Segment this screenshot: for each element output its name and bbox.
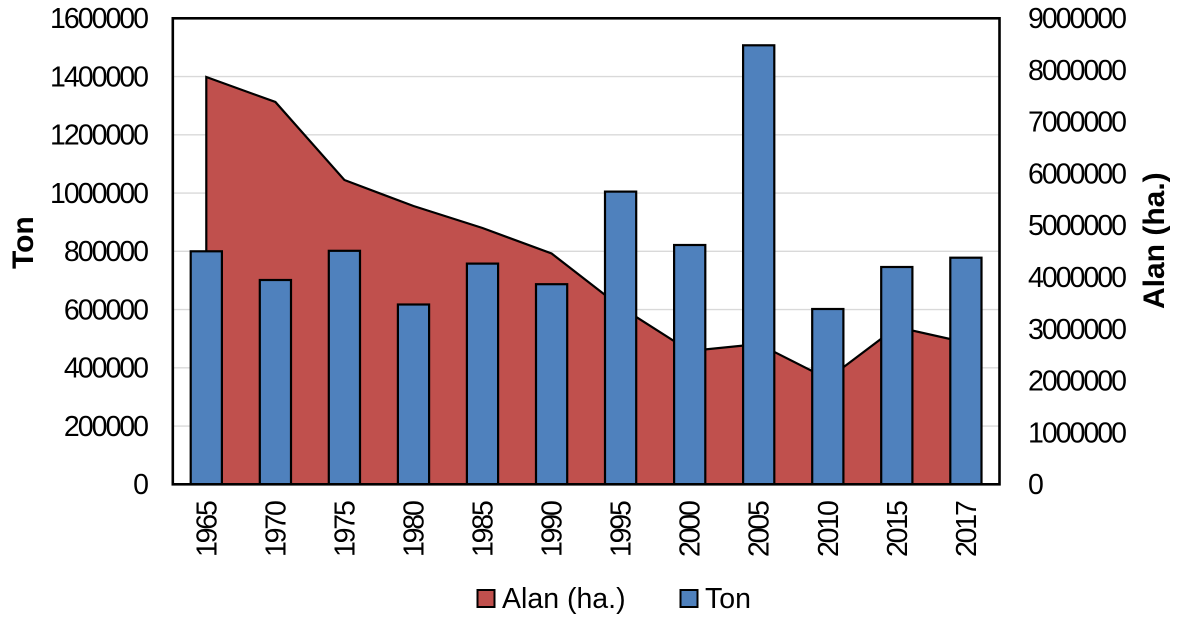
svg-text:8000000: 8000000 [1028,55,1126,87]
svg-text:1970: 1970 [260,501,292,557]
svg-text:2017: 2017 [951,501,983,557]
svg-text:1965: 1965 [191,501,223,557]
svg-text:1985: 1985 [468,501,500,557]
svg-text:200000: 200000 [64,411,148,443]
svg-text:1990: 1990 [537,501,569,557]
svg-text:Ton: Ton [7,216,40,269]
svg-text:0: 0 [1028,469,1043,501]
svg-text:1000000: 1000000 [50,178,148,210]
svg-text:Alan (ha.): Alan (ha.) [1138,172,1171,309]
svg-text:2000: 2000 [675,501,707,557]
svg-text:600000: 600000 [64,294,148,326]
svg-text:Ton: Ton [705,583,751,615]
svg-text:800000: 800000 [64,236,148,268]
svg-text:Alan (ha.): Alan (ha.) [502,583,626,615]
svg-text:3000000: 3000000 [1028,314,1126,346]
svg-text:2000000: 2000000 [1028,366,1126,398]
svg-text:1400000: 1400000 [50,61,148,93]
svg-text:1995: 1995 [606,501,638,557]
svg-text:9000000: 9000000 [1028,3,1126,35]
svg-text:7000000: 7000000 [1028,107,1126,139]
svg-text:2005: 2005 [744,501,776,557]
svg-text:2010: 2010 [813,501,845,557]
svg-text:5000000: 5000000 [1028,210,1126,242]
svg-text:4000000: 4000000 [1028,262,1126,294]
svg-text:1200000: 1200000 [50,120,148,152]
svg-text:6000000: 6000000 [1028,158,1126,190]
svg-text:1980: 1980 [399,501,431,557]
svg-text:0: 0 [133,469,148,501]
svg-text:1975: 1975 [329,501,361,557]
svg-text:400000: 400000 [64,353,148,385]
svg-text:2015: 2015 [882,501,914,557]
svg-text:1600000: 1600000 [50,3,148,35]
svg-text:1000000: 1000000 [1028,417,1126,449]
